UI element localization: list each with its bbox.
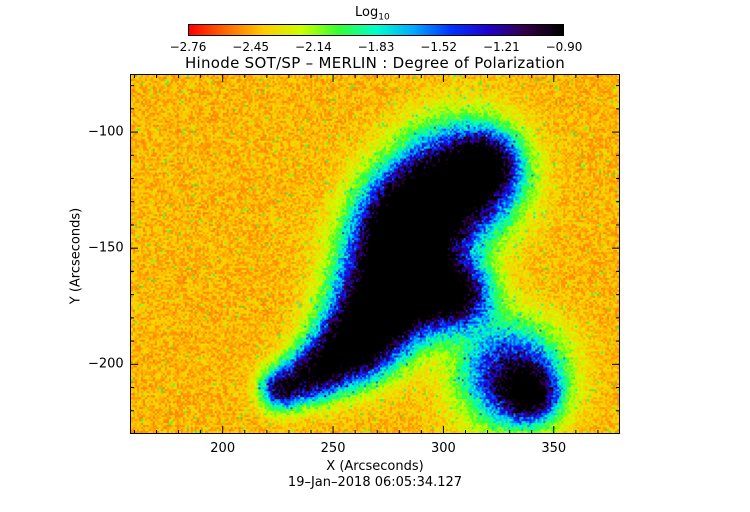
colorbar-tick-label: −2.45 — [232, 40, 270, 54]
polarization-map — [130, 74, 620, 434]
polarization-heatmap — [131, 75, 619, 433]
y-tick-label: −200 — [88, 356, 124, 372]
plot-title: Hinode SOT/SP – MERLIN : Degree of Polar… — [184, 54, 566, 72]
y-tick-label: −150 — [88, 240, 124, 256]
timestamp: 19–Jan–2018 06:05:34.127 — [287, 475, 463, 490]
y-axis-label: Y (Arcseconds) — [68, 207, 84, 305]
colorbar — [188, 24, 564, 36]
colorbar-tick-label: −0.90 — [545, 40, 583, 54]
colorbar-tick-label: −1.21 — [482, 40, 520, 54]
y-tick-label: −100 — [88, 124, 124, 140]
x-tick-label: 300 — [431, 441, 456, 456]
colorbar-tick-label: −1.52 — [420, 40, 458, 54]
colorbar-title: Log10 — [355, 5, 390, 23]
x-tick-label: 350 — [541, 441, 567, 456]
x-tick-label: 200 — [210, 441, 236, 456]
colorbar-tick-label: −2.14 — [294, 40, 332, 54]
x-tick-label: 250 — [320, 441, 346, 456]
x-axis-label: X (Arcseconds) — [326, 459, 424, 474]
colorbar-tick-label: −2.76 — [169, 40, 207, 54]
colorbar-tick-label: −1.83 — [357, 40, 395, 54]
